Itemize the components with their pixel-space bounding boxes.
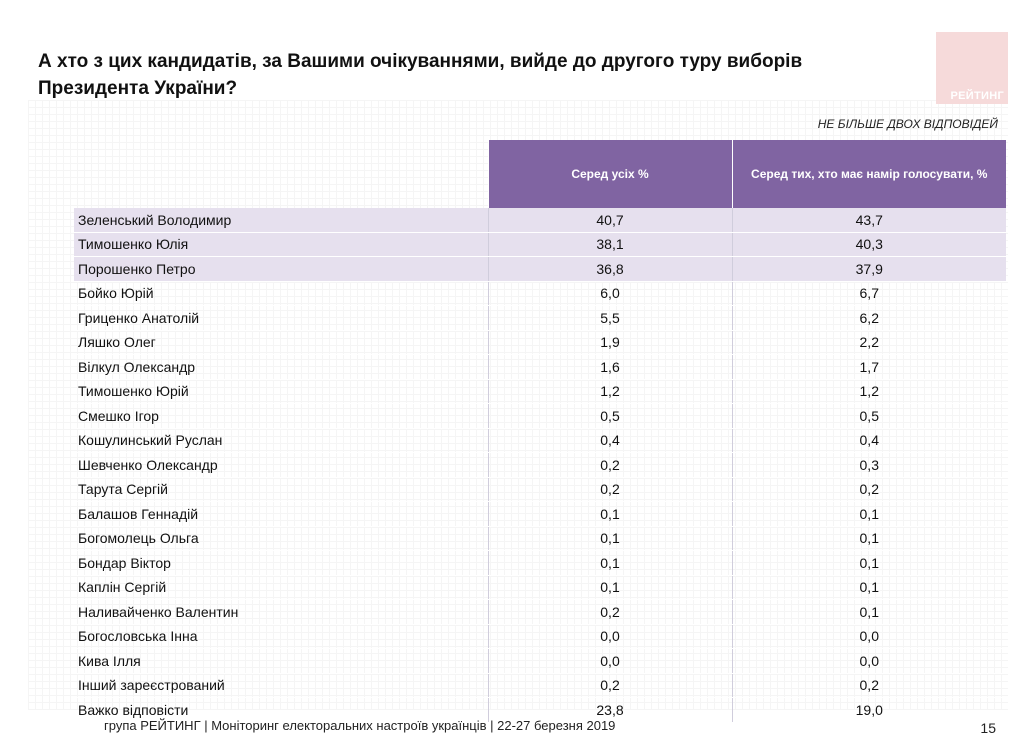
header-voters: Серед тих, хто має намір голосувати, % bbox=[731, 140, 1006, 208]
candidate-name: Шевченко Олександр bbox=[74, 452, 488, 478]
value-voters: 43,7 bbox=[731, 208, 1006, 233]
answer-limit-note: НЕ БІЛЬШЕ ДВОХ ВІДПОВІДЕЙ bbox=[817, 117, 998, 131]
value-all: 0,0 bbox=[487, 648, 732, 674]
value-voters: 0,4 bbox=[731, 428, 1006, 453]
table-row: Бондар Віктор 0,1 0,1 bbox=[74, 550, 1006, 576]
table-row: Інший зареєстрований 0,2 0,2 bbox=[74, 673, 1006, 698]
value-voters: 0,1 bbox=[731, 550, 1006, 576]
candidate-name: Кива Ілля bbox=[74, 648, 488, 674]
value-all: 0,2 bbox=[487, 599, 732, 625]
value-voters: 0,1 bbox=[731, 575, 1006, 600]
table-row: Наливайченко Валентин 0,2 0,1 bbox=[74, 599, 1006, 625]
value-voters: 0,2 bbox=[731, 673, 1006, 698]
value-all: 0,2 bbox=[487, 477, 732, 502]
value-voters: 0,0 bbox=[731, 624, 1006, 649]
table-row: Смешко Ігор 0,5 0,5 bbox=[74, 403, 1006, 429]
results-table: Серед усіх % Серед тих, хто має намір го… bbox=[74, 140, 1006, 723]
candidate-name: Тимошенко Юрій bbox=[74, 379, 488, 404]
candidate-name: Наливайченко Валентин bbox=[74, 599, 488, 625]
candidate-name: Богомолець Ольга bbox=[74, 526, 488, 551]
candidate-name: Смешко Ігор bbox=[74, 403, 488, 429]
logo-text: РЕЙТИНГ bbox=[950, 90, 1004, 102]
candidate-name: Тимошенко Юлія bbox=[74, 232, 488, 257]
value-voters: 6,7 bbox=[731, 281, 1006, 306]
page-title: А хто з цих кандидатів, за Вашими очікув… bbox=[38, 51, 803, 99]
value-all: 6,0 bbox=[487, 281, 732, 306]
value-all: 40,7 bbox=[487, 208, 732, 233]
value-all: 0,1 bbox=[487, 575, 732, 600]
value-voters: 1,2 bbox=[731, 379, 1006, 404]
value-all: 36,8 bbox=[487, 256, 732, 282]
value-voters: 0,1 bbox=[731, 526, 1006, 551]
value-all: 0,1 bbox=[487, 526, 732, 551]
value-all: 1,9 bbox=[487, 330, 732, 355]
value-voters: 40,3 bbox=[731, 232, 1006, 257]
table-row: Кошулинський Руслан 0,4 0,4 bbox=[74, 428, 1006, 453]
candidate-name: Бондар Віктор bbox=[74, 550, 488, 576]
value-all: 0,2 bbox=[487, 452, 732, 478]
table-row: Тимошенко Юрій 1,2 1,2 bbox=[74, 379, 1006, 404]
table-row: Зеленський Володимир 40,7 43,7 bbox=[74, 208, 1006, 233]
candidate-name: Зеленський Володимир bbox=[74, 208, 488, 233]
value-all: 1,6 bbox=[487, 354, 732, 380]
value-voters: 0,1 bbox=[731, 501, 1006, 527]
candidate-name: Бойко Юрій bbox=[74, 281, 488, 306]
table-row: Вілкул Олександр 1,6 1,7 bbox=[74, 354, 1006, 380]
value-all: 23,8 bbox=[487, 697, 732, 723]
value-voters: 0,5 bbox=[731, 403, 1006, 429]
table-row: Тарута Сергій 0,2 0,2 bbox=[74, 477, 1006, 502]
value-all: 0,4 bbox=[487, 428, 732, 453]
table-row: Богословська Інна 0,0 0,0 bbox=[74, 624, 1006, 649]
value-all: 1,2 bbox=[487, 379, 732, 404]
value-voters: 0,2 bbox=[731, 477, 1006, 502]
table-row: Тимошенко Юлія 38,1 40,3 bbox=[74, 232, 1006, 257]
candidate-name: Ляшко Олег bbox=[74, 330, 488, 355]
table-row: Важко відповісти 23,8 19,0 bbox=[74, 697, 1006, 723]
value-voters: 0,1 bbox=[731, 599, 1006, 625]
candidate-name: Вілкул Олександр bbox=[74, 354, 488, 380]
value-all: 5,5 bbox=[487, 305, 732, 331]
candidate-name: Каплін Сергій bbox=[74, 575, 488, 600]
header-all: Серед усіх % bbox=[487, 140, 732, 208]
table-row: Каплін Сергій 0,1 0,1 bbox=[74, 575, 1006, 600]
value-voters: 0,0 bbox=[731, 648, 1006, 674]
value-all: 0,1 bbox=[487, 501, 732, 527]
candidate-name: Балашов Геннадій bbox=[74, 501, 488, 527]
candidate-name: Інший зареєстрований bbox=[74, 673, 488, 698]
table-row: Порошенко Петро 36,8 37,9 bbox=[74, 256, 1006, 282]
value-voters: 37,9 bbox=[731, 256, 1006, 282]
table-row: Шевченко Олександр 0,2 0,3 bbox=[74, 452, 1006, 478]
value-voters: 2,2 bbox=[731, 330, 1006, 355]
table-row: Балашов Геннадій 0,1 0,1 bbox=[74, 501, 1006, 527]
table-row: Кива Ілля 0,0 0,0 bbox=[74, 648, 1006, 674]
value-all: 38,1 bbox=[487, 232, 732, 257]
value-voters: 19,0 bbox=[731, 697, 1006, 723]
value-all: 0,1 bbox=[487, 550, 732, 576]
table-row: Богомолець Ольга 0,1 0,1 bbox=[74, 526, 1006, 551]
page-number: 15 bbox=[980, 720, 996, 736]
table-row: Бойко Юрій 6,0 6,7 bbox=[74, 281, 1006, 306]
header-blank bbox=[74, 140, 488, 208]
candidate-name: Богословська Інна bbox=[74, 624, 488, 649]
value-all: 0,2 bbox=[487, 673, 732, 698]
footer-text: група РЕЙТИНГ | Моніторинг електоральних… bbox=[104, 718, 616, 733]
candidate-name: Порошенко Петро bbox=[74, 256, 488, 282]
value-voters: 0,3 bbox=[731, 452, 1006, 478]
table-row: Гриценко Анатолій 5,5 6,2 bbox=[74, 305, 1006, 331]
table-row: Ляшко Олег 1,9 2,2 bbox=[74, 330, 1006, 355]
table-header-row: Серед усіх % Серед тих, хто має намір го… bbox=[74, 140, 1006, 208]
candidate-name: Кошулинський Руслан bbox=[74, 428, 488, 453]
value-all: 0,0 bbox=[487, 624, 732, 649]
value-voters: 1,7 bbox=[731, 354, 1006, 380]
candidate-name: Важко відповісти bbox=[74, 697, 488, 723]
rating-logo: РЕЙТИНГ bbox=[936, 32, 1008, 104]
value-voters: 6,2 bbox=[731, 305, 1006, 331]
candidate-name: Тарута Сергій bbox=[74, 477, 488, 502]
value-all: 0,5 bbox=[487, 403, 732, 429]
candidate-name: Гриценко Анатолій bbox=[74, 305, 488, 331]
